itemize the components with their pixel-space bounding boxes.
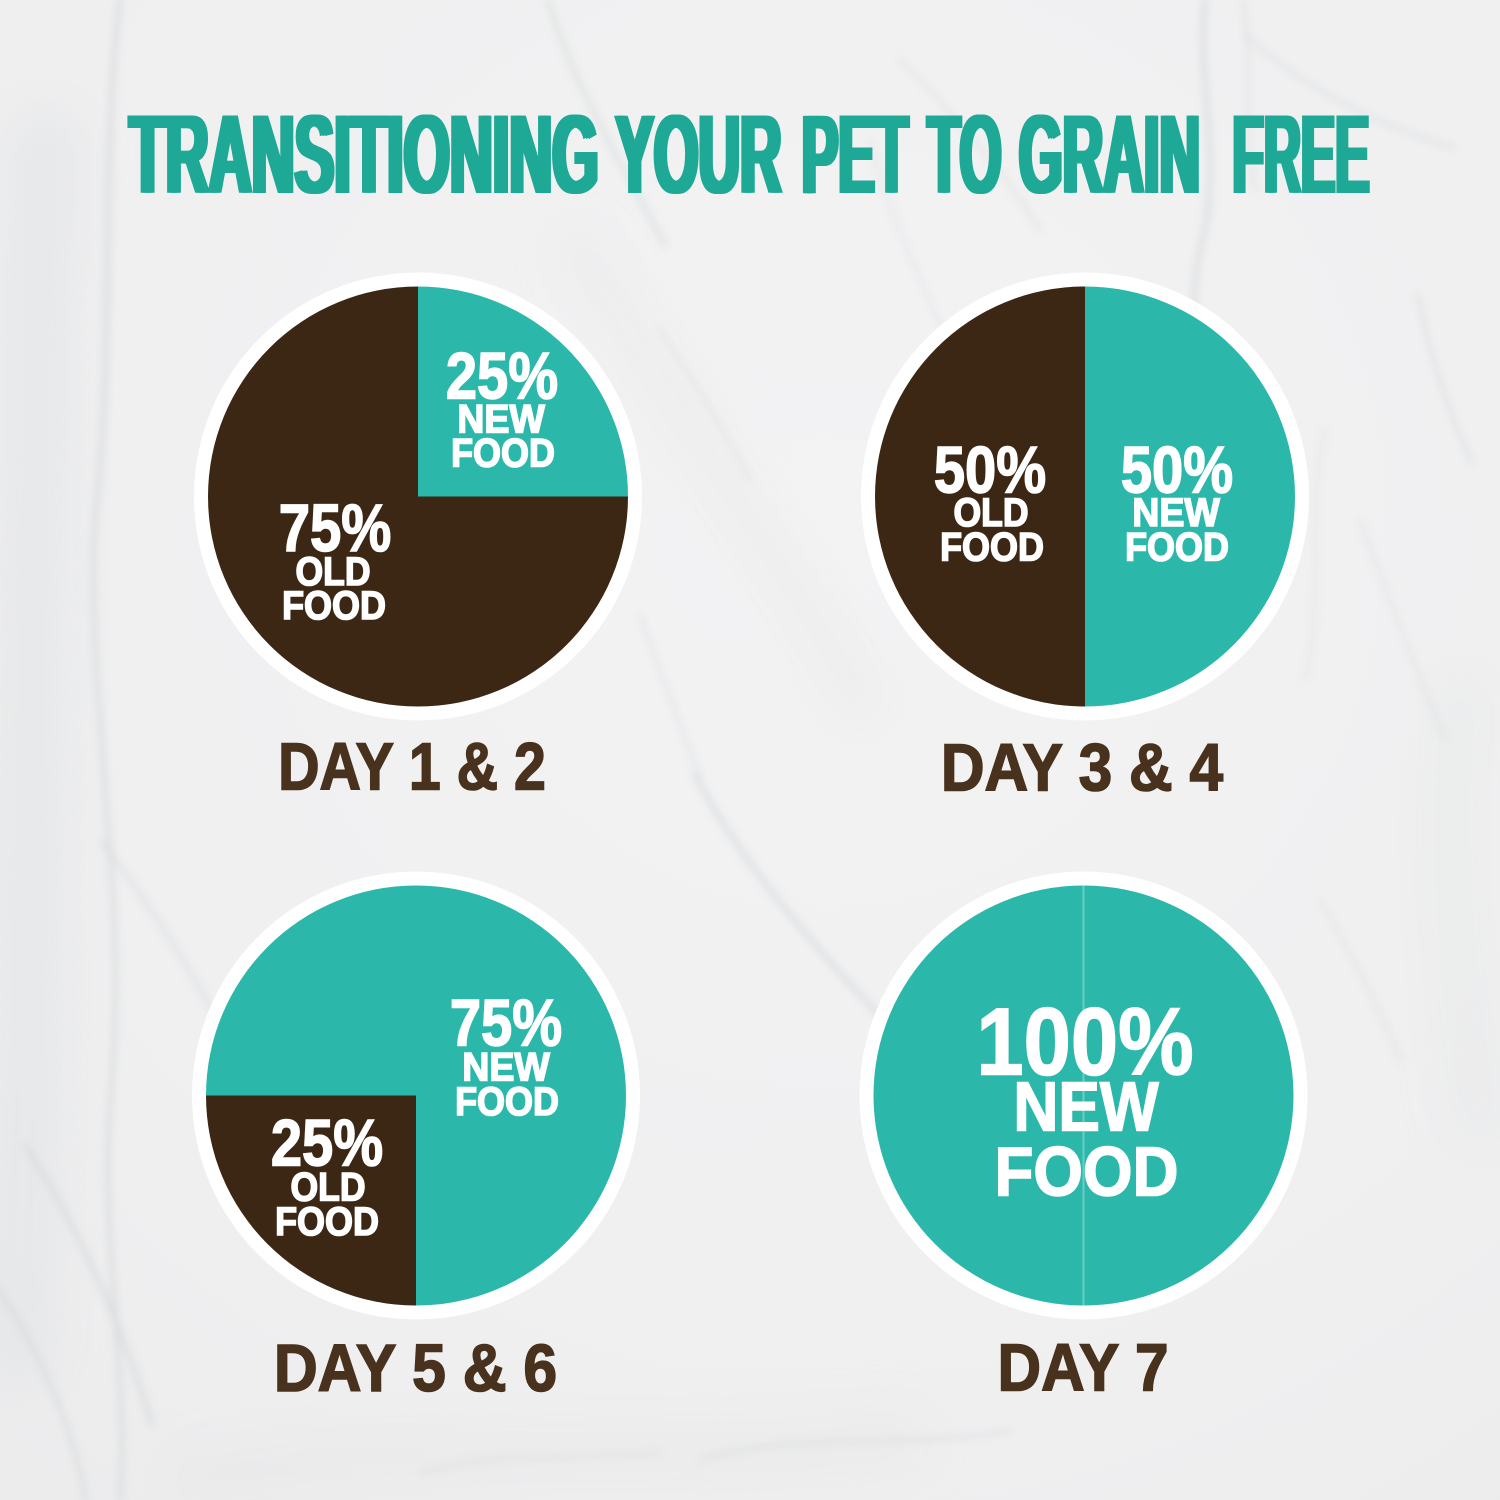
svg-text:GRAIN: GRAIN bbox=[1021, 92, 1202, 217]
svg-text:FOOD: FOOD bbox=[282, 584, 386, 628]
svg-text:YOUR: YOUR bbox=[613, 91, 779, 217]
svg-text:TO: TO bbox=[930, 91, 1004, 217]
svg-text:FREE: FREE bbox=[1230, 93, 1367, 218]
svg-text:TRANSITIONING: TRANSITIONING bbox=[127, 93, 596, 218]
svg-text:TO: TO bbox=[925, 91, 999, 217]
svg-text:FOOD: FOOD bbox=[940, 526, 1044, 570]
svg-text:DAY 1 & 2: DAY 1 & 2 bbox=[278, 730, 546, 804]
svg-text:75%: 75% bbox=[450, 986, 562, 1059]
svg-text:FOOD: FOOD bbox=[455, 1080, 559, 1124]
svg-text:25%: 25% bbox=[446, 339, 558, 412]
svg-text:NEW: NEW bbox=[462, 1046, 550, 1090]
svg-text:FOOD: FOOD bbox=[275, 1200, 379, 1244]
svg-text:GRAIN: GRAIN bbox=[1016, 92, 1197, 217]
svg-text:FOOD: FOOD bbox=[451, 432, 555, 476]
svg-text:PET: PET bbox=[802, 91, 908, 217]
svg-text:YOUR: YOUR bbox=[618, 91, 784, 217]
svg-text:50%: 50% bbox=[1121, 433, 1233, 506]
svg-text:75%: 75% bbox=[279, 491, 392, 566]
svg-text:25%: 25% bbox=[271, 1106, 383, 1179]
svg-text:TO: TO bbox=[927, 91, 1001, 217]
svg-text:FOOD: FOOD bbox=[1125, 526, 1229, 570]
svg-text:OLD: OLD bbox=[295, 549, 370, 593]
svg-text:FOOD: FOOD bbox=[995, 1133, 1179, 1211]
svg-text:TRANSITIONING: TRANSITIONING bbox=[129, 93, 598, 218]
svg-text:NEW: NEW bbox=[457, 398, 545, 442]
svg-text:OLD: OLD bbox=[290, 1165, 365, 1209]
svg-text:DAY 7: DAY 7 bbox=[998, 1330, 1169, 1406]
svg-text:100%: 100% bbox=[976, 989, 1193, 1096]
svg-text:YOUR: YOUR bbox=[616, 91, 782, 217]
svg-text:NEW: NEW bbox=[1013, 1068, 1159, 1146]
svg-text:GRAIN: GRAIN bbox=[1019, 92, 1200, 217]
svg-text:PET: PET bbox=[799, 91, 905, 217]
svg-text:TRANSITIONING: TRANSITIONING bbox=[132, 93, 601, 218]
svg-text:PET: PET bbox=[804, 91, 910, 217]
svg-text:OLD: OLD bbox=[953, 490, 1028, 534]
svg-text:50%: 50% bbox=[934, 433, 1046, 506]
svg-text:DAY 5 & 6: DAY 5 & 6 bbox=[274, 1330, 557, 1405]
svg-text:NEW: NEW bbox=[1132, 491, 1220, 535]
svg-text:FREE: FREE bbox=[1232, 93, 1369, 218]
svg-text:FREE: FREE bbox=[1235, 93, 1372, 218]
svg-text:DAY 3 & 4: DAY 3 & 4 bbox=[941, 730, 1224, 806]
